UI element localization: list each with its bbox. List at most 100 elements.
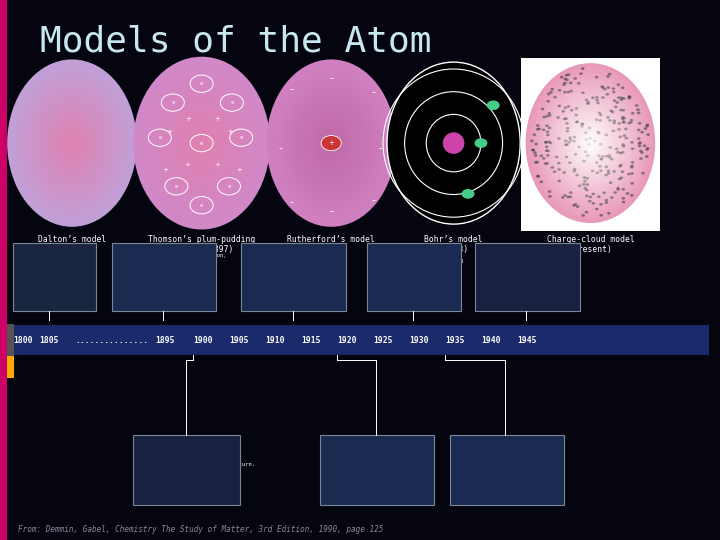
Text: -: - [329, 206, 333, 215]
Circle shape [580, 125, 584, 127]
Circle shape [547, 140, 551, 143]
Circle shape [643, 144, 647, 147]
Ellipse shape [276, 73, 386, 213]
Ellipse shape [328, 138, 335, 148]
Ellipse shape [162, 93, 241, 193]
Circle shape [611, 130, 615, 132]
Circle shape [557, 168, 561, 171]
Circle shape [546, 131, 549, 133]
Circle shape [595, 118, 598, 121]
Ellipse shape [145, 72, 258, 214]
Ellipse shape [287, 86, 375, 200]
Text: e: e [200, 81, 203, 86]
Ellipse shape [143, 69, 261, 218]
Circle shape [647, 133, 650, 136]
FancyBboxPatch shape [475, 243, 580, 310]
Ellipse shape [266, 59, 396, 227]
Ellipse shape [140, 65, 264, 221]
Text: Thomson’s plum-pudding
model  (1897): Thomson’s plum-pudding model (1897) [148, 235, 255, 254]
Circle shape [607, 172, 611, 175]
Ellipse shape [155, 84, 248, 202]
Text: 1897 J.J. Thomson, a British
scientist, discovers the electron,
leading to his ": 1897 J.J. Thomson, a British scientist, … [116, 247, 226, 281]
Ellipse shape [585, 137, 595, 150]
Circle shape [582, 183, 585, 186]
Ellipse shape [177, 112, 226, 174]
Circle shape [606, 170, 610, 172]
Ellipse shape [579, 129, 602, 158]
Circle shape [595, 208, 598, 211]
Ellipse shape [7, 59, 137, 227]
Ellipse shape [572, 121, 608, 165]
Ellipse shape [562, 108, 619, 178]
Circle shape [616, 188, 620, 191]
Circle shape [597, 132, 600, 134]
Circle shape [603, 192, 606, 194]
Circle shape [630, 172, 634, 175]
Ellipse shape [580, 130, 600, 156]
Circle shape [546, 100, 550, 103]
Ellipse shape [197, 138, 206, 148]
Ellipse shape [276, 71, 387, 215]
Ellipse shape [574, 123, 607, 164]
Ellipse shape [302, 105, 361, 181]
Ellipse shape [28, 86, 116, 200]
Circle shape [581, 214, 585, 217]
Circle shape [615, 147, 618, 150]
Ellipse shape [273, 68, 390, 219]
Ellipse shape [582, 133, 598, 153]
Circle shape [567, 73, 571, 76]
Ellipse shape [161, 91, 243, 195]
Text: ...............: ............... [76, 336, 149, 345]
Circle shape [588, 200, 592, 202]
Circle shape [627, 122, 631, 125]
Circle shape [638, 122, 642, 125]
Circle shape [572, 170, 576, 172]
Circle shape [621, 197, 625, 200]
Ellipse shape [526, 63, 655, 223]
Circle shape [564, 117, 568, 120]
Circle shape [581, 68, 585, 70]
Bar [0, 0, 7, 540]
Circle shape [563, 82, 567, 84]
Circle shape [550, 88, 554, 91]
Bar [7, 356, 14, 378]
Circle shape [612, 91, 616, 93]
Circle shape [568, 137, 572, 139]
Circle shape [553, 171, 557, 173]
Circle shape [619, 109, 623, 111]
Ellipse shape [302, 106, 360, 180]
Ellipse shape [188, 126, 215, 160]
Circle shape [604, 174, 608, 177]
Circle shape [637, 129, 641, 131]
Text: Democritus’s model
(400 B.C.): Democritus’s model (400 B.C.) [29, 92, 123, 111]
Circle shape [628, 95, 631, 98]
FancyBboxPatch shape [13, 243, 96, 310]
Ellipse shape [274, 70, 388, 217]
Text: 1940: 1940 [481, 336, 500, 345]
Circle shape [600, 158, 603, 161]
Circle shape [546, 133, 550, 136]
Text: +: + [163, 167, 168, 173]
Ellipse shape [27, 85, 117, 202]
Text: From: Demmin, Gabel, Chemistry The Study of Matter, 3rd Edition, 1990, page 125: From: Demmin, Gabel, Chemistry The Study… [18, 524, 383, 534]
Circle shape [534, 154, 537, 157]
Ellipse shape [60, 128, 84, 158]
Circle shape [530, 139, 534, 142]
Circle shape [622, 201, 626, 204]
Circle shape [622, 97, 626, 100]
Circle shape [613, 122, 616, 124]
Circle shape [617, 128, 621, 131]
Ellipse shape [315, 122, 348, 165]
Circle shape [635, 104, 639, 107]
Circle shape [584, 131, 588, 134]
Circle shape [630, 165, 634, 167]
Circle shape [631, 147, 634, 150]
Circle shape [563, 118, 567, 120]
Text: +: + [328, 140, 334, 146]
Ellipse shape [554, 98, 626, 188]
Circle shape [576, 205, 580, 208]
Text: -: - [289, 84, 294, 94]
Ellipse shape [49, 113, 95, 173]
Circle shape [630, 141, 634, 144]
Text: 1805: 1805 [40, 336, 59, 345]
